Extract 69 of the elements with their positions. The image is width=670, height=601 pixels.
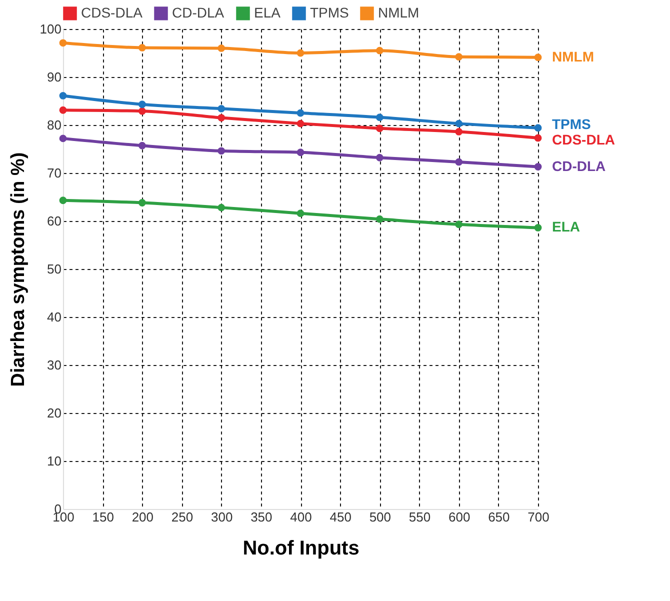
point: [455, 220, 463, 228]
x-tick-label: 450: [330, 510, 352, 524]
x-tick-label: 150: [92, 510, 114, 524]
point: [138, 107, 146, 115]
point: [296, 148, 304, 156]
point: [218, 44, 226, 52]
legend-label: NMLM: [378, 4, 420, 20]
point: [376, 114, 384, 122]
point: [218, 147, 226, 155]
x-tick-label: 500: [369, 510, 392, 524]
point: [455, 120, 463, 128]
point: [138, 142, 146, 150]
x-tick-label: 200: [132, 510, 154, 524]
text: TPMS: [552, 116, 591, 132]
point: [534, 54, 542, 62]
text: ELA: [552, 218, 580, 235]
point: [138, 44, 146, 52]
point: [534, 163, 542, 170]
point: [138, 100, 146, 108]
text: CD-DLA: [552, 158, 606, 174]
y-tick-label: 80: [47, 118, 62, 132]
point: [218, 104, 226, 112]
y-tick-label: 30: [47, 358, 62, 372]
point: [296, 210, 304, 218]
point: [455, 158, 463, 166]
point: [59, 39, 67, 47]
legend-label: CDS-DLA: [81, 4, 144, 20]
text: NMLM: [552, 48, 594, 64]
y-tick-label: 20: [47, 406, 62, 420]
point: [59, 196, 67, 204]
x-tick-label: 600: [448, 510, 470, 524]
x-axis-title: No.of Inputs: [242, 538, 360, 560]
point: [296, 120, 304, 128]
point: [534, 124, 542, 132]
x-tick-label: 300: [210, 510, 233, 524]
y-tick-label: 60: [47, 214, 62, 228]
legend-label: CD-DLA: [172, 4, 225, 20]
y-axis-title: Diarrhea symptoms (in %): [8, 152, 29, 387]
point: [218, 204, 226, 212]
legend-label: TPMS: [310, 4, 349, 20]
point: [376, 154, 384, 162]
point: [534, 224, 542, 232]
y-tick-label: 50: [47, 262, 62, 276]
text: CDS-DLA: [552, 132, 615, 148]
point: [138, 199, 146, 206]
point: [296, 49, 304, 57]
x-tick-label: 700: [528, 510, 550, 524]
x-tick-label: 350: [250, 510, 272, 524]
point: [455, 53, 463, 61]
y-tick-label: 90: [47, 70, 62, 84]
point: [296, 109, 304, 117]
y-tick-label: 10: [47, 454, 62, 468]
point: [218, 114, 226, 122]
y-tick-label: 70: [47, 166, 62, 180]
legend-label: ELA: [254, 4, 282, 20]
point: [455, 128, 463, 136]
y-tick-label: 100: [40, 22, 62, 36]
point: [59, 106, 67, 114]
point: [59, 92, 67, 100]
x-tick-label: 250: [171, 510, 194, 524]
point: [59, 134, 67, 142]
point: [376, 215, 384, 223]
x-tick-label: 650: [488, 510, 510, 524]
point: [376, 124, 384, 132]
x-tick-label: 550: [408, 510, 431, 524]
point: [376, 46, 384, 54]
x-tick-label: 400: [290, 510, 312, 524]
y-tick-label: 40: [47, 310, 62, 324]
point: [534, 134, 542, 142]
